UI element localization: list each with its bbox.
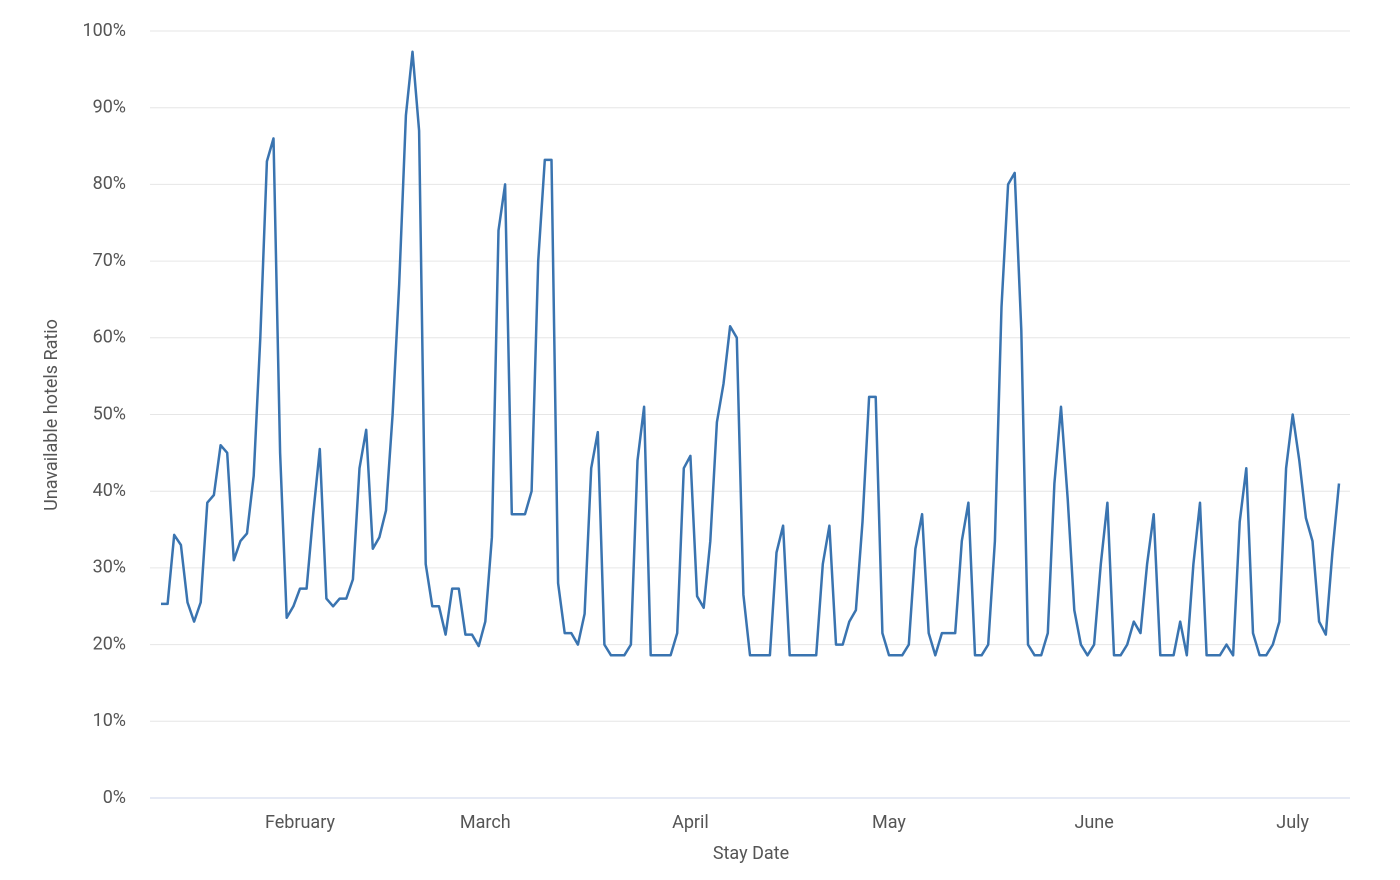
y-tick-label: 50%: [93, 403, 126, 424]
x-tick-label: March: [460, 812, 511, 833]
y-axis-label: Unavailable hotels Ratio: [41, 319, 62, 511]
x-tick-label: February: [265, 812, 335, 833]
data-line: [161, 50, 1341, 657]
y-tick-label: 40%: [93, 480, 126, 501]
y-tick-label: 20%: [93, 633, 126, 654]
y-tick-label: 30%: [93, 557, 126, 578]
y-tick-label: 80%: [93, 173, 126, 194]
y-tick-label: 90%: [93, 96, 126, 117]
y-tick-label: 70%: [93, 250, 126, 271]
y-tick-label: 60%: [93, 327, 126, 348]
x-axis-label: Stay Date: [713, 843, 789, 864]
y-tick-label: 10%: [93, 710, 126, 731]
y-tick-label: 100%: [82, 20, 126, 41]
x-tick-label: July: [1276, 812, 1309, 833]
y-tick-label: 0%: [103, 787, 126, 808]
x-tick-label: May: [872, 812, 906, 833]
x-tick-label: June: [1074, 812, 1113, 833]
x-tick-label: April: [672, 812, 709, 833]
